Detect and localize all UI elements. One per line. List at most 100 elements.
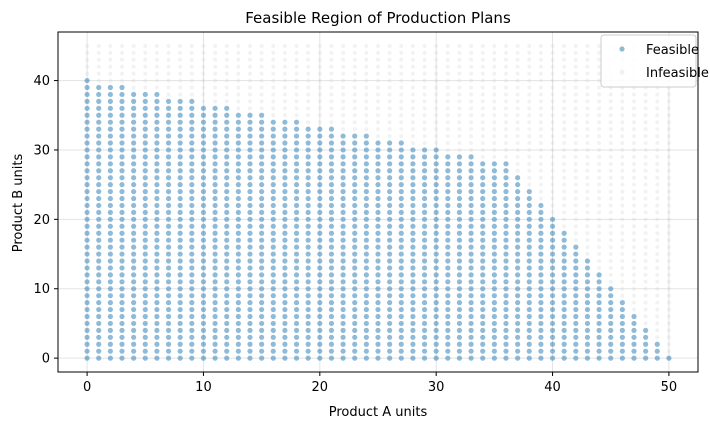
feasible-point xyxy=(387,286,393,292)
feasible-point xyxy=(398,195,404,202)
feasible-point xyxy=(96,244,102,250)
feasible-point xyxy=(235,112,241,118)
infeasible-point xyxy=(527,43,532,48)
feasible-point xyxy=(224,286,230,292)
feasible-point xyxy=(538,300,544,306)
infeasible-point xyxy=(585,154,590,159)
infeasible-point xyxy=(655,210,660,215)
feasible-point xyxy=(119,334,125,340)
feasible-point xyxy=(549,279,556,285)
infeasible-point xyxy=(573,210,578,215)
infeasible-point xyxy=(515,99,520,104)
infeasible-point xyxy=(527,161,532,166)
feasible-point xyxy=(456,251,463,257)
infeasible-point xyxy=(224,92,229,97)
infeasible-point xyxy=(445,71,450,76)
feasible-point xyxy=(317,320,323,327)
feasible-point xyxy=(177,223,183,229)
feasible-point xyxy=(584,348,591,354)
feasible-point xyxy=(410,300,416,306)
feasible-point xyxy=(340,154,346,160)
feasible-point xyxy=(259,313,265,320)
feasible-point xyxy=(154,230,160,236)
feasible-point xyxy=(224,341,230,347)
infeasible-point xyxy=(492,64,497,69)
feasible-point xyxy=(212,258,218,264)
infeasible-point xyxy=(364,127,369,132)
infeasible-point xyxy=(108,57,113,62)
infeasible-point xyxy=(655,252,660,257)
infeasible-point xyxy=(364,113,369,118)
feasible-point xyxy=(596,334,602,340)
feasible-point xyxy=(282,237,288,243)
feasible-point xyxy=(317,230,323,236)
feasible-point xyxy=(340,140,346,146)
feasible-point xyxy=(270,237,276,243)
feasible-point xyxy=(445,355,451,361)
infeasible-point xyxy=(341,127,346,132)
feasible-point xyxy=(317,223,323,229)
feasible-point xyxy=(212,161,218,167)
infeasible-point xyxy=(666,231,671,236)
feasible-point xyxy=(119,119,125,125)
infeasible-point xyxy=(469,113,474,118)
infeasible-point xyxy=(550,127,555,132)
feasible-point xyxy=(445,182,451,188)
feasible-point xyxy=(212,341,218,347)
feasible-point xyxy=(468,272,474,278)
infeasible-point xyxy=(178,92,183,97)
feasible-point xyxy=(445,348,451,354)
feasible-point xyxy=(456,306,463,313)
feasible-point xyxy=(549,341,556,347)
infeasible-point xyxy=(585,134,590,139)
infeasible-point xyxy=(364,120,369,125)
infeasible-point xyxy=(224,43,229,48)
feasible-point xyxy=(107,265,113,271)
feasible-point xyxy=(445,168,451,174)
feasible-point xyxy=(282,230,288,236)
feasible-point xyxy=(96,98,102,104)
feasible-point xyxy=(387,313,393,320)
feasible-point xyxy=(247,244,253,250)
feasible-point xyxy=(305,286,311,292)
feasible-point xyxy=(340,188,346,195)
infeasible-point xyxy=(434,50,439,55)
feasible-point xyxy=(177,105,183,111)
feasible-point xyxy=(96,112,102,118)
feasible-point xyxy=(666,355,672,361)
infeasible-point xyxy=(573,50,578,55)
infeasible-point xyxy=(643,314,648,319)
feasible-point xyxy=(96,334,102,340)
feasible-point xyxy=(468,258,474,264)
infeasible-point xyxy=(236,106,241,111)
feasible-point xyxy=(375,286,381,292)
infeasible-point xyxy=(608,113,613,118)
feasible-point xyxy=(480,279,486,285)
feasible-point xyxy=(119,300,125,306)
infeasible-point xyxy=(469,141,474,146)
feasible-point xyxy=(131,244,137,250)
feasible-point xyxy=(293,133,300,139)
feasible-point xyxy=(340,286,346,292)
infeasible-point xyxy=(329,43,334,48)
infeasible-point xyxy=(143,50,148,55)
infeasible-point xyxy=(632,231,636,236)
infeasible-point xyxy=(317,71,322,76)
feasible-point xyxy=(515,258,521,264)
feasible-point xyxy=(480,293,486,299)
feasible-point xyxy=(293,320,300,327)
feasible-point xyxy=(224,126,230,132)
feasible-point xyxy=(270,313,276,320)
feasible-point xyxy=(491,355,497,361)
infeasible-point xyxy=(608,210,613,215)
infeasible-point xyxy=(131,71,136,76)
feasible-point xyxy=(154,216,160,222)
feasible-point xyxy=(631,313,637,320)
infeasible-point xyxy=(585,106,590,111)
feasible-point xyxy=(480,195,486,202)
infeasible-point xyxy=(573,154,578,159)
infeasible-point xyxy=(201,92,206,97)
infeasible-point xyxy=(620,154,625,159)
infeasible-point xyxy=(282,43,287,48)
infeasible-point xyxy=(85,64,90,69)
